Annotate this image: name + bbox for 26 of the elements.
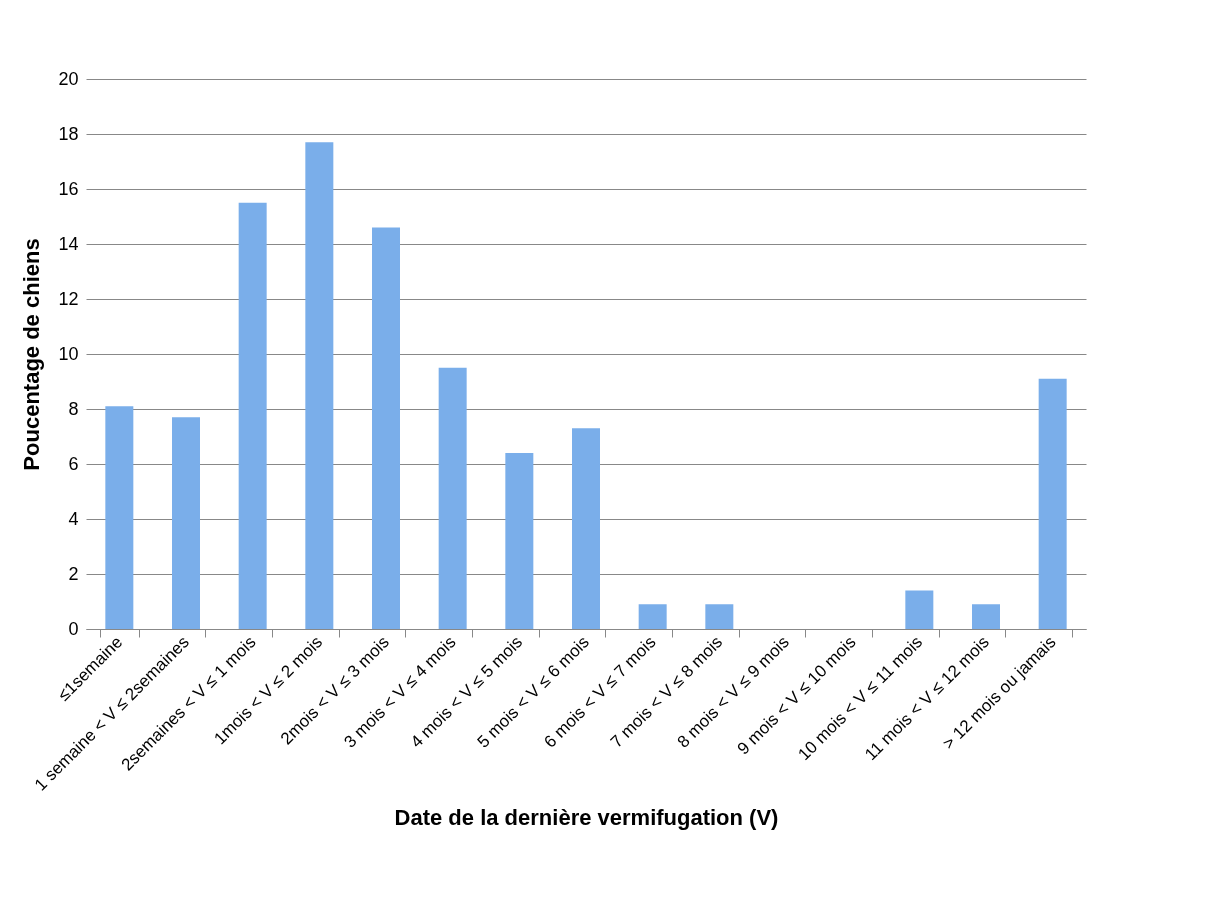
x-axis-title: Date de la dernière vermifugation (V) <box>394 804 779 830</box>
bar <box>372 227 400 629</box>
y-tick-label: 18 <box>58 123 79 144</box>
bar <box>238 202 267 629</box>
y-tick-label: 4 <box>68 508 79 529</box>
y-tick-label: 16 <box>58 178 79 199</box>
bar <box>572 428 600 629</box>
bar <box>905 590 934 629</box>
bar <box>1038 378 1067 629</box>
y-tick-label: 12 <box>58 288 79 309</box>
bar <box>105 406 134 629</box>
y-tick-label: 2 <box>68 563 79 584</box>
bar <box>172 417 200 629</box>
bar <box>438 367 467 629</box>
bar <box>505 453 534 629</box>
bar <box>305 142 334 629</box>
bar <box>972 604 1000 629</box>
y-tick-label: 8 <box>68 398 79 419</box>
y-tick-label: 14 <box>58 233 79 254</box>
y-tick-label: 20 <box>58 68 79 89</box>
bar <box>638 604 667 629</box>
y-tick-label: 0 <box>68 618 79 639</box>
bar <box>705 604 734 629</box>
y-tick-label: 10 <box>58 343 79 364</box>
y-axis-title: Poucentage de chiens <box>19 238 45 471</box>
y-tick-label: 6 <box>68 453 79 474</box>
